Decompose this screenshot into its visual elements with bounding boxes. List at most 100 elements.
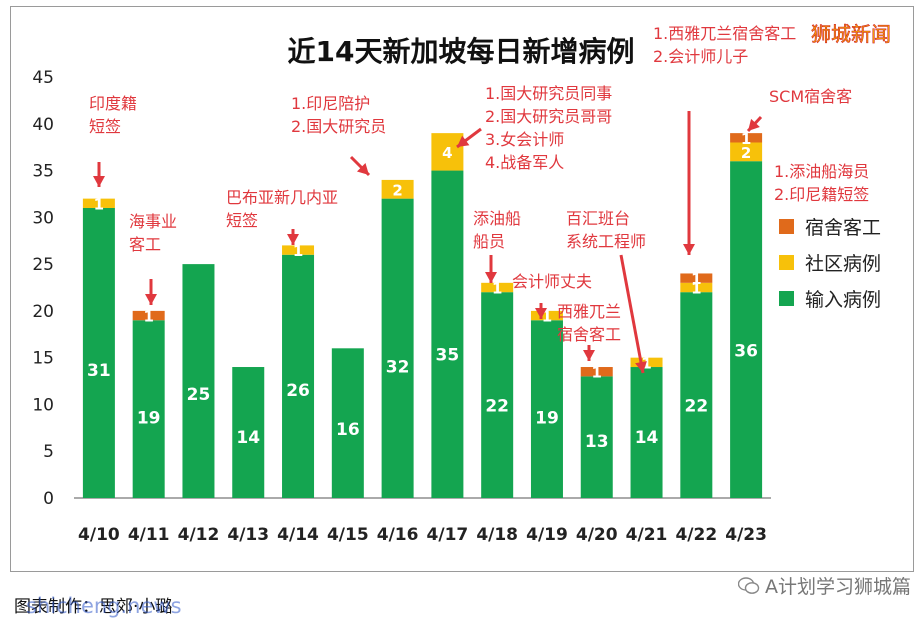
annotation-text: 系统工程师 <box>566 232 646 251</box>
annotation-text: 会计师丈夫 <box>512 272 592 291</box>
wechat-account: A计划学习狮城篇 <box>738 572 911 599</box>
bar-segment <box>381 198 414 498</box>
x-tick-label: 4/15 <box>327 525 369 545</box>
segment-value-label: 1 <box>492 280 502 298</box>
annotation-text: 3.女会计师 <box>485 130 564 149</box>
x-tick-label: 4/12 <box>178 525 220 545</box>
x-tick-label: 4/10 <box>78 525 120 545</box>
y-tick-label: 30 <box>32 208 54 228</box>
annotation-text: 印度籍 <box>89 94 137 113</box>
bar-value-label: 32 <box>386 357 410 377</box>
bar-segment <box>431 170 464 499</box>
annotation-text: 2.国大研究员哥哥 <box>485 107 612 126</box>
annotation-text: 2.印尼籍短签 <box>774 185 869 204</box>
bar-value-label: 26 <box>286 381 310 401</box>
x-tick-label: 4/19 <box>526 525 568 545</box>
annotation-text: 短签 <box>226 211 258 230</box>
annotation-text: 巴布亚新几内亚 <box>226 188 338 207</box>
annotation-text: 2.国大研究员 <box>291 117 386 136</box>
bar-segment <box>730 161 763 498</box>
segment-value-label: 1 <box>542 308 552 326</box>
annotation: 1.印尼陪护 2.国大研究员 <box>291 94 386 177</box>
segment-value-label: 2 <box>741 144 751 162</box>
chart-credit: 图表制作：思郊·小璐 <box>14 597 173 617</box>
annotation-arrow-head <box>748 118 760 131</box>
annotation-text: 西雅兀兰 <box>557 302 621 321</box>
segment-value-label: 1 <box>741 130 751 148</box>
x-tick-label: 4/20 <box>576 525 618 545</box>
annotations: 印度籍短签海事业客工巴布亚新几内亚短签1.印尼陪护2.国大研究员1.国大研究员同… <box>89 24 869 374</box>
annotation-text: 添油船 <box>473 209 521 228</box>
bar-segment <box>132 320 165 498</box>
chart-title: 近14天新加坡每日新增病例 <box>288 35 635 68</box>
annotation-arrow-head <box>635 361 647 373</box>
annotation-arrow-head <box>145 294 157 305</box>
annotation-text: 1.添油船海员 <box>774 162 869 181</box>
annotation-arrow-head <box>457 135 470 147</box>
bar-segment <box>282 254 315 498</box>
bar-segment <box>331 348 364 498</box>
x-tick-label: 4/23 <box>725 525 767 545</box>
annotation: 会计师丈夫 <box>512 272 592 319</box>
annotation-text: 短签 <box>89 117 121 136</box>
bar-segment <box>82 198 115 208</box>
annotation-text: 1.国大研究员同事 <box>485 84 612 103</box>
annotation-arrow-head <box>287 234 299 245</box>
x-tick-label: 4/21 <box>626 525 668 545</box>
bar-segment <box>680 282 713 293</box>
bar-value-label: 25 <box>187 385 211 405</box>
annotation-arrow-head <box>93 176 105 187</box>
y-tick-label: 20 <box>32 302 54 322</box>
annotation: 1.国大研究员同事 2.国大研究员哥哥 3.女会计师 4.战备军人 <box>456 84 612 172</box>
annotation: 1.添油船海员 2.印尼籍短签 <box>774 162 869 204</box>
chart-frame: 近14天新加坡每日新增病例 狮城新闻 0 5 10 15 20 25 30 35 40 45 31… <box>10 6 914 572</box>
site-watermark: shicheng.news <box>26 594 182 618</box>
bar-segment <box>580 376 613 498</box>
bar-value-label: 22 <box>684 397 708 417</box>
bar-segment <box>132 310 165 321</box>
bar-segment <box>282 245 315 255</box>
bar-segment <box>680 292 713 498</box>
legend-swatch <box>779 291 794 306</box>
legend-swatch <box>779 219 794 234</box>
y-tick-label: 45 <box>32 68 54 88</box>
annotation-arrow-head <box>535 308 547 319</box>
segment-value-label: 1 <box>94 195 104 213</box>
x-tick-label: 4/13 <box>227 525 269 545</box>
annotation-arrow-head <box>485 272 497 283</box>
bar-value-label: 14 <box>635 428 659 448</box>
y-tick-label: 0 <box>43 489 54 509</box>
x-axis-labels: 4/10 4/11 4/12 4/13 4/14 4/15 4/16 4/17 4/18 4/19… <box>78 525 767 545</box>
x-tick-label: 4/22 <box>675 525 717 545</box>
wechat-account-name: A计划学习狮城篇 <box>765 576 911 598</box>
annotation: 1.西雅兀兰宿舍客工 2.会计师儿子 <box>653 24 796 255</box>
segment-value-label: 1 <box>691 280 701 298</box>
segment-value-label: 2 <box>392 181 402 199</box>
legend-label: 社区病例 <box>805 253 881 275</box>
bar-segment <box>630 357 663 368</box>
x-tick-label: 4/17 <box>427 525 469 545</box>
y-tick-label: 40 <box>32 115 54 135</box>
annotation-arrow-shaft <box>619 254 645 374</box>
annotation-text: 宿舍客工 <box>557 325 621 344</box>
bar-segment <box>580 367 613 377</box>
bar-segment <box>530 310 563 321</box>
bars-group: 3111912514261163223542211911311412211362… <box>82 130 763 499</box>
bar-value-label: 19 <box>535 408 559 428</box>
segment-value-label: 1 <box>592 364 602 382</box>
segment-value-label: 4 <box>442 144 452 162</box>
bar-segment <box>182 264 215 498</box>
x-tick-label: 4/16 <box>377 525 419 545</box>
annotation-text: 1.印尼陪护 <box>291 94 370 113</box>
segment-value-label: 1 <box>143 308 153 326</box>
segment-value-label: 1 <box>293 242 303 260</box>
bar-segment <box>630 367 663 498</box>
y-tick-label: 35 <box>32 162 54 182</box>
bar-segment <box>381 179 414 199</box>
x-tick-label: 4/11 <box>128 525 170 545</box>
